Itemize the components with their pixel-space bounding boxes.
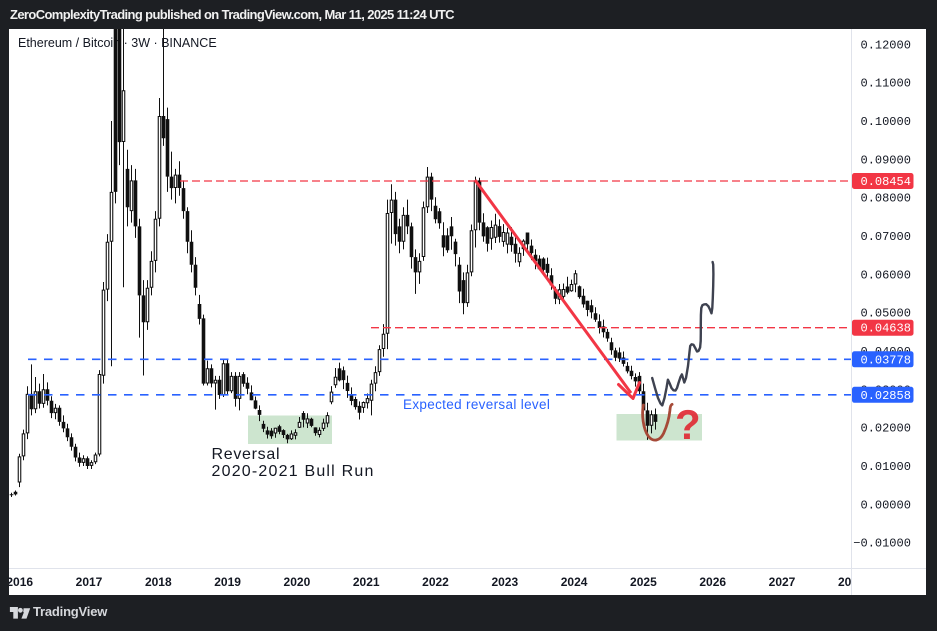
svg-text:0.05000: 0.05000 [861,307,911,321]
svg-text:Ethereum / Bitcoin · 3W · BINA: Ethereum / Bitcoin · 3W · BINANCE [18,36,217,50]
svg-text:0.02858: 0.02858 [861,389,911,403]
svg-text:0.07000: 0.07000 [861,230,911,244]
svg-text:?: ? [675,401,701,448]
svg-text:0.12000: 0.12000 [861,38,911,52]
svg-text:0.08000: 0.08000 [861,192,911,206]
svg-text:2025: 2025 [630,575,657,589]
svg-text:2019: 2019 [214,575,241,589]
svg-text:2016: 2016 [9,575,33,589]
svg-text:2020-2021 Bull Run: 2020-2021 Bull Run [212,463,375,480]
svg-text:2017: 2017 [76,575,103,589]
svg-text:Expected reversal level: Expected reversal level [403,397,550,412]
svg-text:2027: 2027 [769,575,796,589]
svg-text:0.09000: 0.09000 [861,153,911,167]
svg-text:2024: 2024 [561,575,588,589]
svg-text:0.06000: 0.06000 [861,268,911,282]
svg-text:2022: 2022 [422,575,449,589]
svg-text:2023: 2023 [491,575,518,589]
svg-text:0.08454: 0.08454 [861,175,911,189]
svg-text:2020: 2020 [284,575,311,589]
svg-text:2028: 2028 [838,575,865,589]
svg-text:2018: 2018 [145,575,172,589]
svg-text:0.03778: 0.03778 [861,353,911,367]
svg-text:2021: 2021 [353,575,380,589]
svg-text:Reversal: Reversal [212,446,281,463]
svg-text:0.01000: 0.01000 [861,460,911,474]
svg-text:0.10000: 0.10000 [861,115,911,129]
svg-text:2026: 2026 [699,575,726,589]
svg-text:−0.01000: −0.01000 [853,537,911,551]
svg-text:0.00000: 0.00000 [861,498,911,512]
svg-text:0.11000: 0.11000 [861,77,911,91]
svg-text:0.02000: 0.02000 [861,422,911,436]
svg-text:0.04638: 0.04638 [861,322,911,336]
